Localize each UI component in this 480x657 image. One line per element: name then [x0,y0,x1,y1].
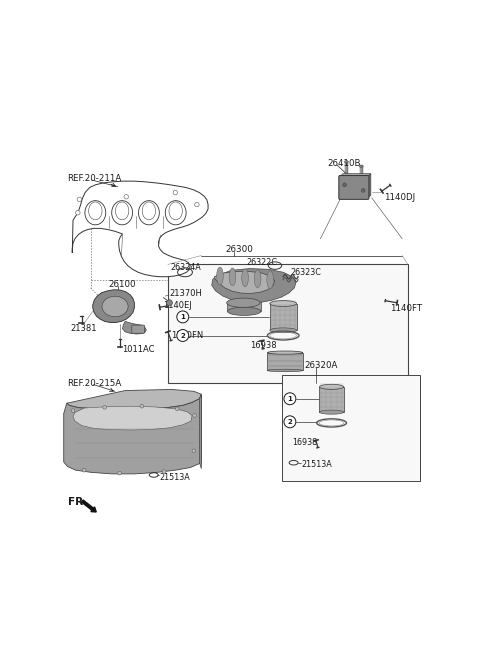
Circle shape [284,416,296,428]
FancyArrow shape [82,500,96,512]
Text: 21381: 21381 [71,323,97,332]
Ellipse shape [229,268,236,286]
Ellipse shape [102,296,128,317]
Circle shape [192,449,196,453]
Ellipse shape [254,270,261,288]
Ellipse shape [216,267,223,285]
Circle shape [195,202,199,207]
Text: 21370H: 21370H [170,289,203,298]
Text: 2: 2 [180,332,185,338]
Ellipse shape [320,410,344,414]
Circle shape [71,409,75,413]
Text: 16938: 16938 [292,438,318,447]
Text: 16938: 16938 [251,342,277,350]
Polygon shape [64,394,202,474]
Ellipse shape [320,384,344,390]
Circle shape [76,210,80,215]
Circle shape [177,311,189,323]
Circle shape [118,471,121,475]
Circle shape [77,197,82,202]
Ellipse shape [227,298,260,307]
Text: 1: 1 [180,314,185,320]
Ellipse shape [267,369,303,372]
Text: REF.20-215A: REF.20-215A [67,378,122,388]
Polygon shape [368,173,371,198]
Circle shape [175,407,179,411]
Text: 26322C: 26322C [247,258,278,267]
Text: 21513A: 21513A [301,460,332,469]
Circle shape [361,189,365,193]
Circle shape [162,470,166,474]
Text: 1140FN: 1140FN [171,331,203,340]
Polygon shape [212,269,296,303]
Text: 1140FT: 1140FT [390,304,422,313]
Text: REF.20-211A: REF.20-211A [67,174,122,183]
Ellipse shape [270,328,297,332]
Bar [320,387,344,412]
Circle shape [103,405,107,409]
Text: 26100: 26100 [108,280,136,288]
Text: 1140EJ: 1140EJ [163,300,192,309]
Ellipse shape [267,271,274,288]
Bar [228,302,261,311]
Ellipse shape [242,269,249,286]
Polygon shape [215,271,275,294]
Bar [282,375,420,482]
Bar [267,353,303,371]
Text: 26323C: 26323C [290,268,321,277]
Bar [168,265,408,383]
Circle shape [167,300,172,306]
Text: 26300: 26300 [226,246,253,254]
Ellipse shape [345,161,348,163]
Circle shape [284,393,296,405]
Text: 21513A: 21513A [159,473,190,482]
Ellipse shape [228,307,261,315]
Polygon shape [340,173,371,177]
Circle shape [177,330,189,342]
Circle shape [124,194,129,199]
Ellipse shape [267,351,303,354]
Polygon shape [67,390,202,409]
Polygon shape [73,406,192,430]
Text: 1: 1 [288,396,292,401]
Circle shape [140,404,144,408]
FancyBboxPatch shape [132,325,144,333]
Text: 1140DJ: 1140DJ [384,193,416,202]
Circle shape [173,191,178,195]
Polygon shape [122,321,146,334]
Polygon shape [72,181,208,277]
Text: 2: 2 [288,419,292,425]
Ellipse shape [360,165,363,168]
Circle shape [193,414,196,417]
Polygon shape [200,394,202,468]
Circle shape [83,468,86,472]
Text: 26410B: 26410B [328,159,361,168]
Ellipse shape [270,300,297,306]
Circle shape [343,183,347,187]
Text: 1011AC: 1011AC [122,345,155,354]
Text: FR.: FR. [68,497,87,507]
FancyBboxPatch shape [339,175,369,199]
Text: 26320A: 26320A [305,361,338,370]
Text: 26324A: 26324A [171,263,202,272]
Polygon shape [93,290,134,323]
Bar [270,304,297,330]
